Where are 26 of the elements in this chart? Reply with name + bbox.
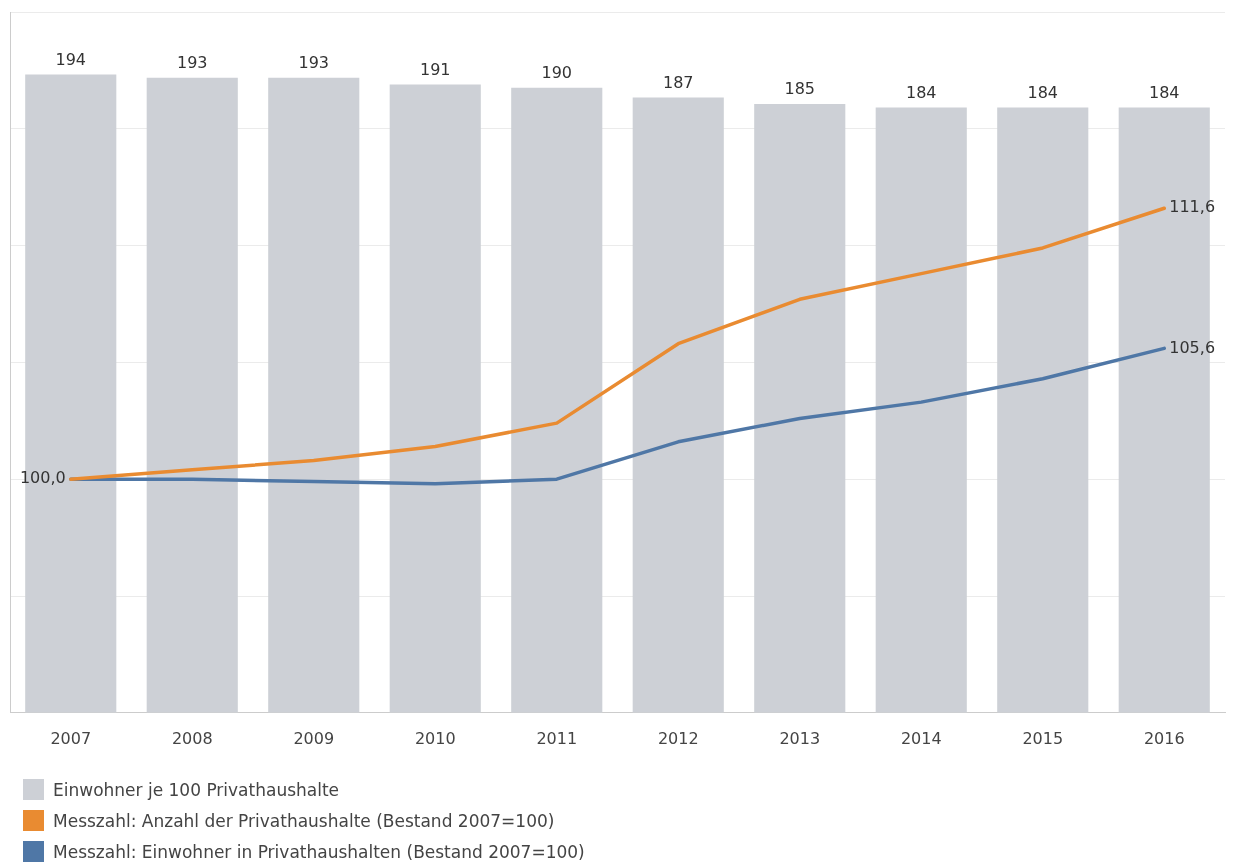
data-label: 193 bbox=[176, 52, 208, 72]
x-tick-label: 2015 bbox=[1022, 728, 1064, 748]
data-label: 184 bbox=[1148, 82, 1180, 102]
data-label: 190 bbox=[541, 62, 573, 82]
x-tick-label: 2013 bbox=[779, 728, 821, 748]
data-label: 194 bbox=[55, 49, 87, 69]
data-label: 105,6 bbox=[1169, 337, 1216, 357]
data-label: 193 bbox=[298, 52, 330, 72]
legend-label: Einwohner je 100 Privathaushalte bbox=[53, 779, 340, 800]
legend-label: Messzahl: Einwohner in Privathaushalten (Bestand 2007=100) bbox=[53, 841, 585, 862]
x-tick-label: 2008 bbox=[171, 728, 213, 748]
data-label: 185 bbox=[784, 79, 816, 99]
data-label: 187 bbox=[662, 72, 694, 92]
legend-label: Messzahl: Anzahl der Privathaushalte (Bestand 2007=100) bbox=[53, 810, 555, 831]
x-tick-label: 2012 bbox=[657, 728, 699, 748]
x-tick-label: 2007 bbox=[50, 728, 92, 748]
data-label: 184 bbox=[905, 82, 937, 102]
data-label: 100,0 bbox=[19, 468, 66, 488]
x-tick-label: 2011 bbox=[536, 728, 578, 748]
data-label: 111,6 bbox=[1169, 197, 1216, 217]
x-tick-label: 2014 bbox=[900, 728, 942, 748]
data-label: 191 bbox=[419, 59, 451, 79]
x-tick-label: 2010 bbox=[414, 728, 456, 748]
x-tick-label: 2009 bbox=[293, 728, 335, 748]
data-label: 184 bbox=[1027, 82, 1059, 102]
x-tick-label: 2016 bbox=[1143, 728, 1185, 748]
